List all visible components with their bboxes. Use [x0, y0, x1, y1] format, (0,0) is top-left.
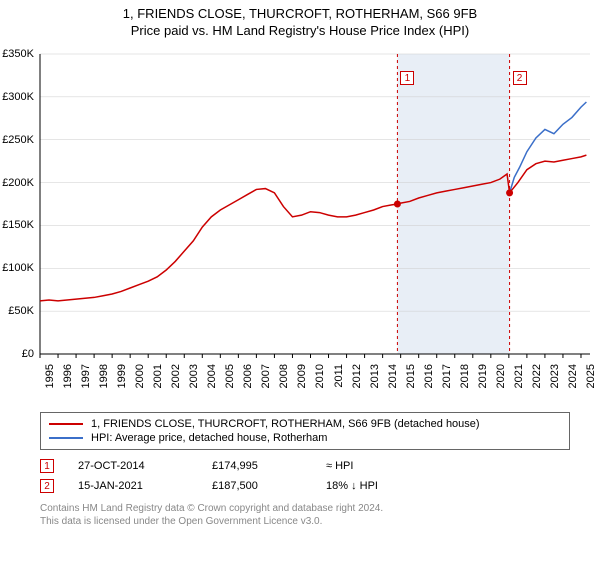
x-axis-label: 2003	[188, 364, 200, 394]
x-axis-label: 2010	[314, 364, 326, 394]
chart-area: £0 £50K £100K £150K £200K £250K £300K £350K 1995…	[0, 44, 600, 404]
sale-relation: ≈ HPI	[326, 460, 416, 472]
x-axis-label: 1997	[80, 364, 92, 394]
x-axis-label: 2007	[260, 364, 272, 394]
x-axis-label: 2014	[387, 364, 399, 394]
x-axis-label: 2009	[296, 364, 308, 394]
sale-relation: 18% ↓ HPI	[326, 480, 416, 492]
x-axis-label: 2006	[242, 364, 254, 394]
x-axis-label: 2008	[278, 364, 290, 394]
x-axis-label: 2017	[441, 364, 453, 394]
y-axis-label: £50K	[8, 305, 34, 317]
attribution: Contains HM Land Registry data © Crown c…	[40, 502, 570, 528]
x-axis-label: 2016	[423, 364, 435, 394]
y-axis-label: £200K	[2, 177, 34, 189]
x-axis-label: 2000	[134, 364, 146, 394]
x-axis-label: 1999	[116, 364, 128, 394]
sale-price: £187,500	[212, 480, 302, 492]
x-axis-label: 2024	[567, 364, 579, 394]
x-axis-label: 2013	[369, 364, 381, 394]
sale-row: 2 15-JAN-2021 £187,500 18% ↓ HPI	[40, 476, 570, 496]
x-axis-label: 2022	[531, 364, 543, 394]
attribution-line: This data is licensed under the Open Gov…	[40, 515, 570, 528]
x-axis-label: 1995	[44, 364, 56, 394]
legend-box: 1, FRIENDS CLOSE, THURCROFT, ROTHERHAM, …	[40, 412, 570, 450]
x-axis-label: 2021	[513, 364, 525, 394]
sale-row: 1 27-OCT-2014 £174,995 ≈ HPI	[40, 456, 570, 476]
x-axis-label: 2025	[585, 364, 597, 394]
x-axis-label: 2018	[459, 364, 471, 394]
title-sub: Price paid vs. HM Land Registry's House …	[0, 23, 600, 38]
legend-row: 1, FRIENDS CLOSE, THURCROFT, ROTHERHAM, …	[49, 417, 561, 431]
y-axis-label: £250K	[2, 134, 34, 146]
sale-marker-2: 2	[40, 479, 54, 493]
title-main: 1, FRIENDS CLOSE, THURCROFT, ROTHERHAM, …	[0, 6, 600, 21]
legend-label: 1, FRIENDS CLOSE, THURCROFT, ROTHERHAM, …	[91, 418, 480, 430]
legend-row: HPI: Average price, detached house, Roth…	[49, 431, 561, 445]
x-axis-label: 2015	[405, 364, 417, 394]
y-axis-label: £350K	[2, 48, 34, 60]
y-axis-label: £100K	[2, 262, 34, 274]
legend-swatch-price	[49, 423, 83, 425]
chart-container: 1, FRIENDS CLOSE, THURCROFT, ROTHERHAM, …	[0, 6, 600, 566]
y-axis-label: £0	[22, 348, 34, 360]
x-axis-label: 2004	[206, 364, 218, 394]
x-axis-label: 2023	[549, 364, 561, 394]
price-line-chart	[0, 44, 600, 404]
x-axis-label: 2002	[170, 364, 182, 394]
y-axis-label: £150K	[2, 219, 34, 231]
attribution-line: Contains HM Land Registry data © Crown c…	[40, 502, 570, 515]
sale-rows: 1 27-OCT-2014 £174,995 ≈ HPI 2 15-JAN-20…	[40, 456, 570, 496]
sale-marker-inline: 2	[513, 71, 527, 85]
legend-label: HPI: Average price, detached house, Roth…	[91, 432, 327, 444]
x-axis-label: 2001	[152, 364, 164, 394]
sale-marker-inline: 1	[400, 71, 414, 85]
x-axis-label: 2019	[477, 364, 489, 394]
sale-date: 27-OCT-2014	[78, 460, 188, 472]
sale-price: £174,995	[212, 460, 302, 472]
x-axis-label: 2005	[224, 364, 236, 394]
legend-swatch-hpi	[49, 437, 83, 439]
sale-marker-1: 1	[40, 459, 54, 473]
x-axis-label: 2020	[495, 364, 507, 394]
x-axis-label: 1998	[98, 364, 110, 394]
y-axis-label: £300K	[2, 91, 34, 103]
x-axis-label: 1996	[62, 364, 74, 394]
x-axis-label: 2012	[351, 364, 363, 394]
x-axis-label: 2011	[333, 364, 345, 394]
sale-date: 15-JAN-2021	[78, 480, 188, 492]
